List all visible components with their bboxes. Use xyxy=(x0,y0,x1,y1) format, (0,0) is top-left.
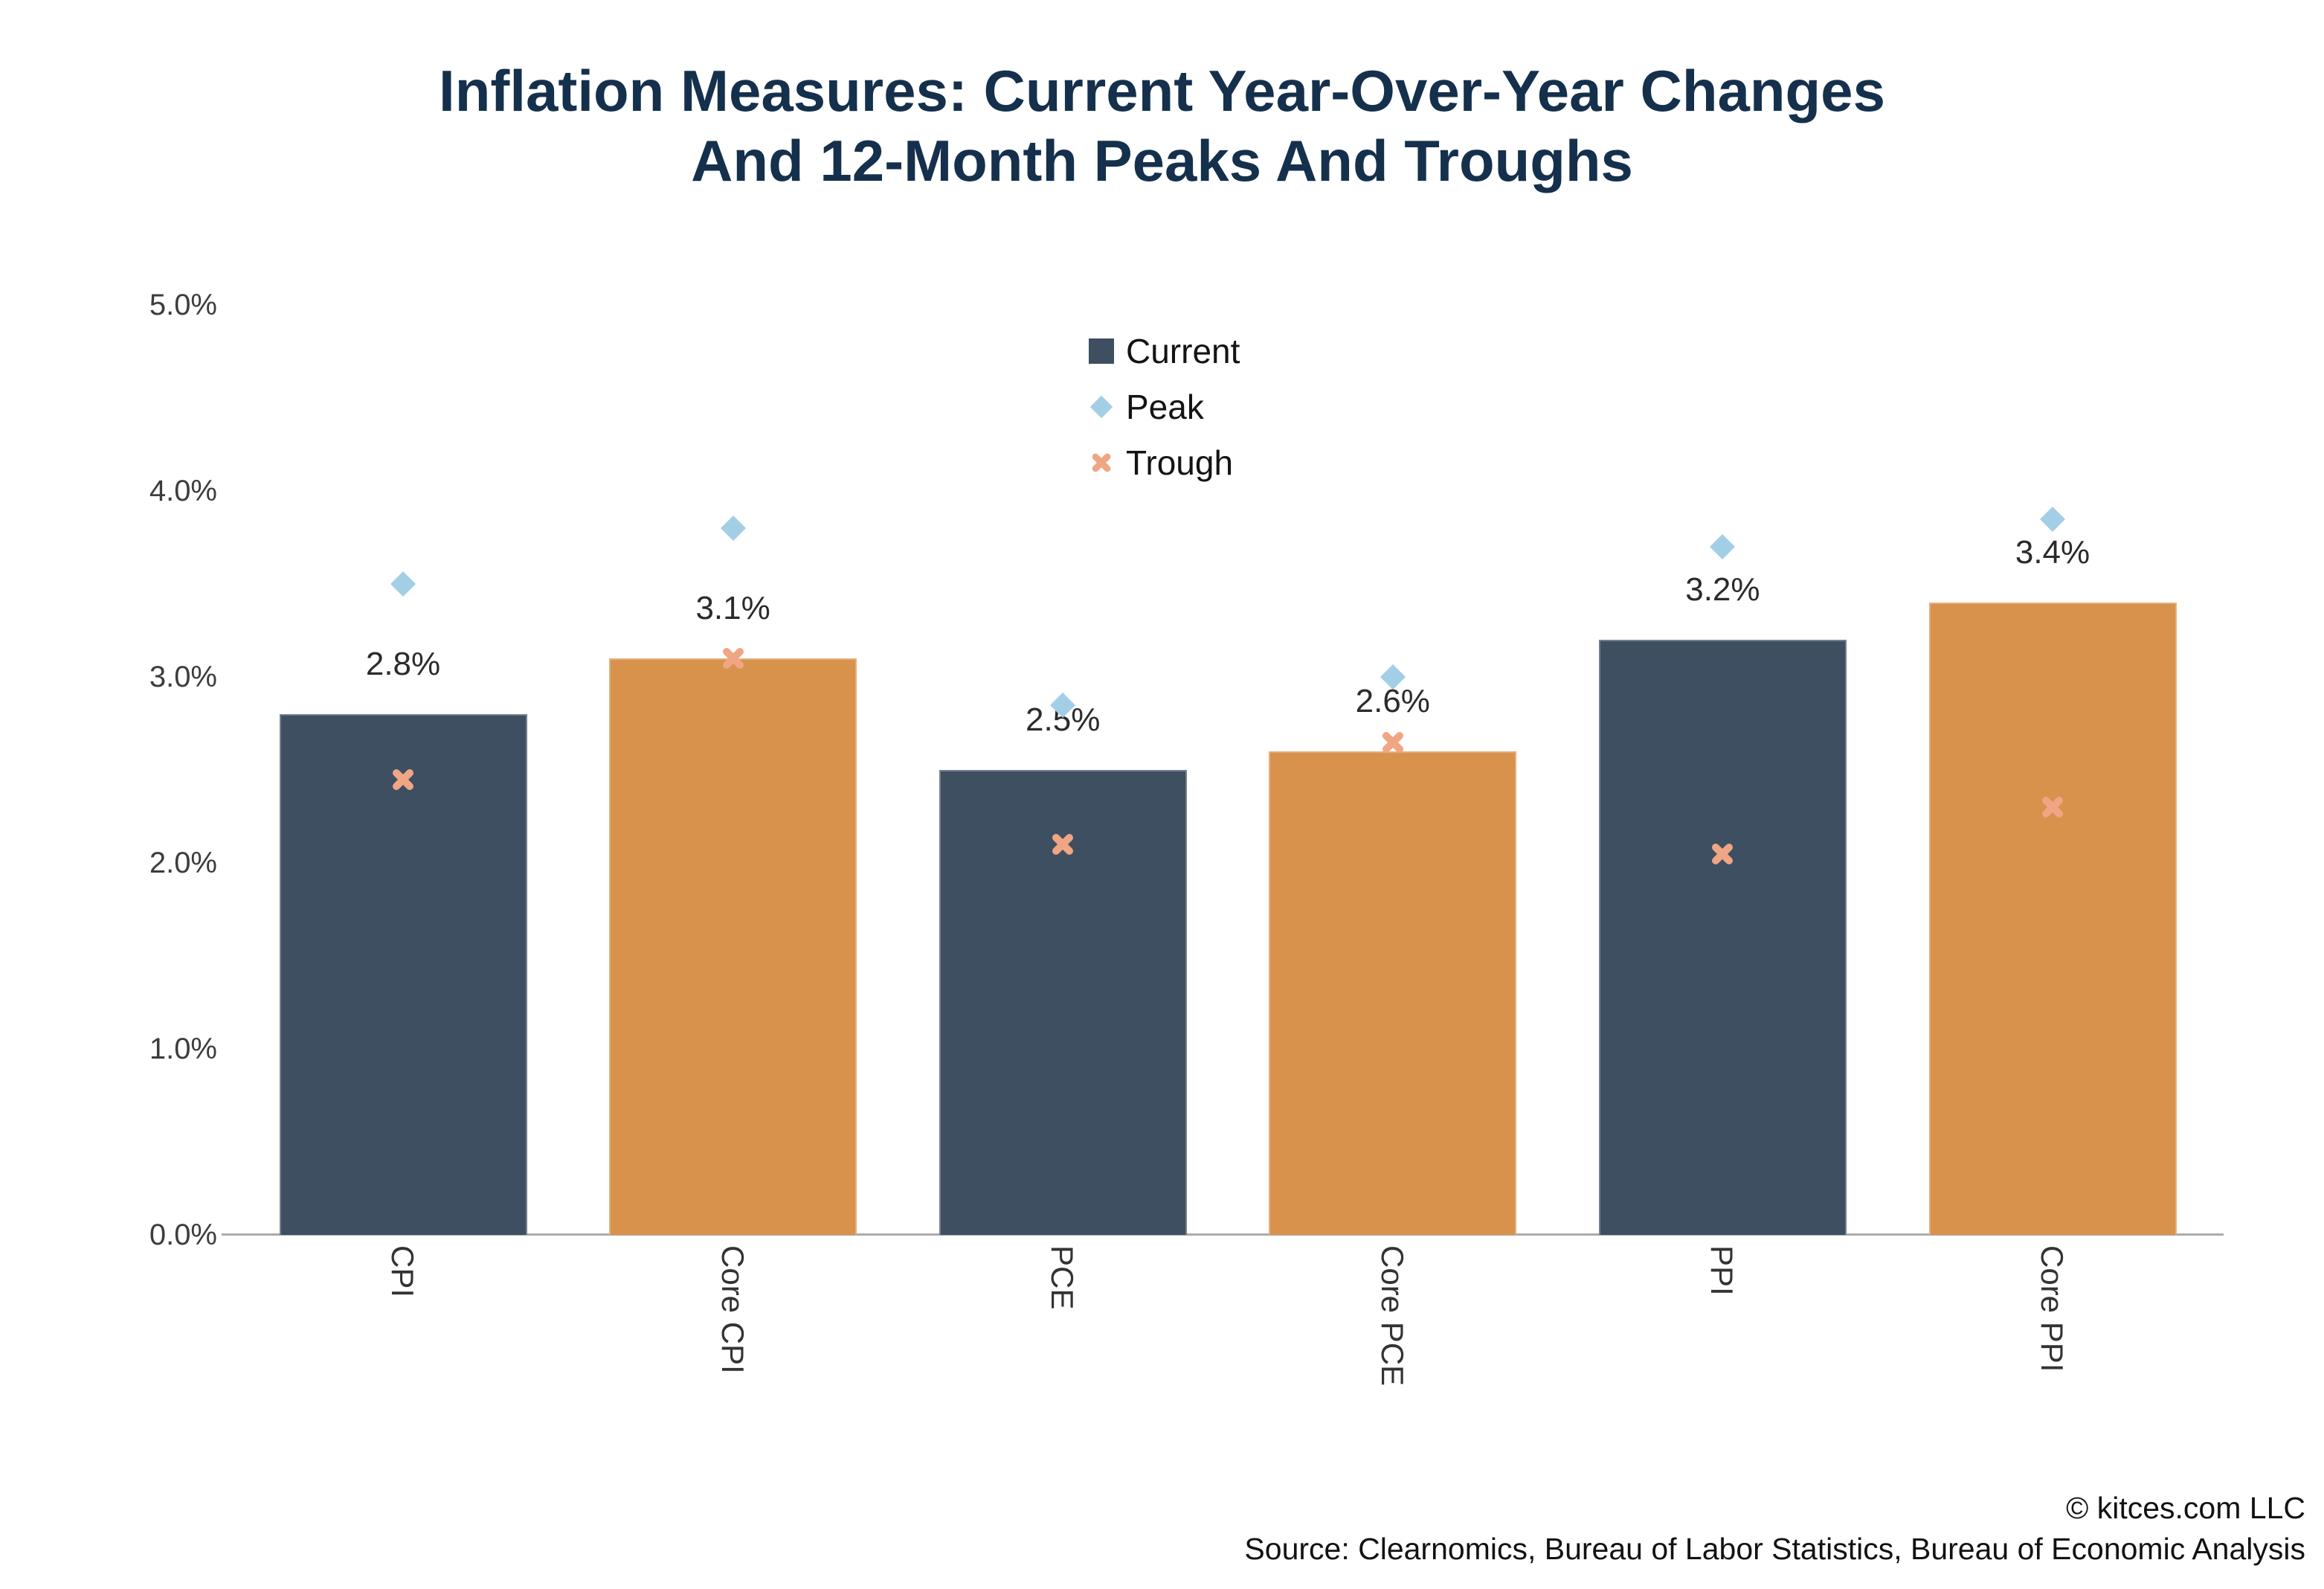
legend-row-trough: Trough xyxy=(1084,443,1240,482)
bar-value-label: 3.2% xyxy=(1685,571,1760,608)
legend-diamond-icon xyxy=(1084,394,1118,420)
y-tick-label: 4.0% xyxy=(149,475,217,507)
bar-core-cpi xyxy=(609,658,857,1235)
trough-marker-icon xyxy=(1710,841,1735,867)
x-tick-label: Core PCE xyxy=(1374,1245,1410,1387)
legend: Current Peak Trough xyxy=(1084,332,1240,500)
y-tick-label: 1.0% xyxy=(149,1033,217,1065)
peak-marker-icon xyxy=(719,514,747,542)
trough-marker-icon xyxy=(2040,794,2065,820)
peak-marker-icon xyxy=(1708,533,1736,561)
peak-marker-icon xyxy=(1049,691,1077,719)
x-tick-label: Core PPI xyxy=(2035,1245,2070,1373)
chart-title-line1: Inflation Measures: Current Year-Over-Ye… xyxy=(439,58,1885,123)
legend-label: Trough xyxy=(1126,443,1234,482)
peak-marker-icon xyxy=(1379,663,1407,691)
y-tick-label: 3.0% xyxy=(149,661,217,693)
legend-row-peak: Peak xyxy=(1084,388,1240,426)
legend-label: Current xyxy=(1126,332,1240,370)
chart-title: Inflation Measures: Current Year-Over-Ye… xyxy=(0,57,2324,196)
trough-marker-icon xyxy=(1380,730,1406,755)
x-tick-label: PPI xyxy=(1705,1245,1740,1296)
footer: © kitces.com LLC Source: Clearnomics, Bu… xyxy=(1244,1488,2305,1570)
peak-marker-icon xyxy=(2038,505,2067,533)
x-tick-label: Core CPI xyxy=(715,1245,750,1374)
bar-ppi xyxy=(1598,640,1847,1235)
legend-row-current: Current xyxy=(1084,332,1240,370)
trough-marker-icon xyxy=(721,646,746,671)
trough-marker-icon xyxy=(390,767,416,792)
bar-value-label: 3.4% xyxy=(2015,534,2090,571)
y-tick-label: 0.0% xyxy=(149,1219,217,1251)
bar-value-label: 2.8% xyxy=(365,646,441,682)
y-tick-label: 2.0% xyxy=(149,847,217,879)
x-tick-label: CPI xyxy=(385,1245,420,1298)
x-axis-line xyxy=(222,1233,2224,1236)
legend-square-icon xyxy=(1084,338,1118,364)
legend-x-icon xyxy=(1084,452,1118,474)
bar-core-ppi xyxy=(1928,603,2177,1235)
trough-marker-icon xyxy=(1050,832,1075,857)
bar-value-label: 3.1% xyxy=(695,590,770,626)
peak-marker-icon xyxy=(389,570,417,598)
x-tick-label: PCE xyxy=(1045,1245,1081,1310)
bar-cpi xyxy=(279,714,527,1235)
legend-label: Peak xyxy=(1126,388,1204,426)
footer-source: Source: Clearnomics, Bureau of Labor Sta… xyxy=(1244,1532,2305,1566)
chart-title-line2: And 12-Month Peaks And Troughs xyxy=(691,127,1633,193)
bar-core-pce xyxy=(1269,751,1517,1235)
footer-copyright: © kitces.com LLC xyxy=(2066,1491,2305,1525)
y-tick-label: 5.0% xyxy=(149,289,217,321)
